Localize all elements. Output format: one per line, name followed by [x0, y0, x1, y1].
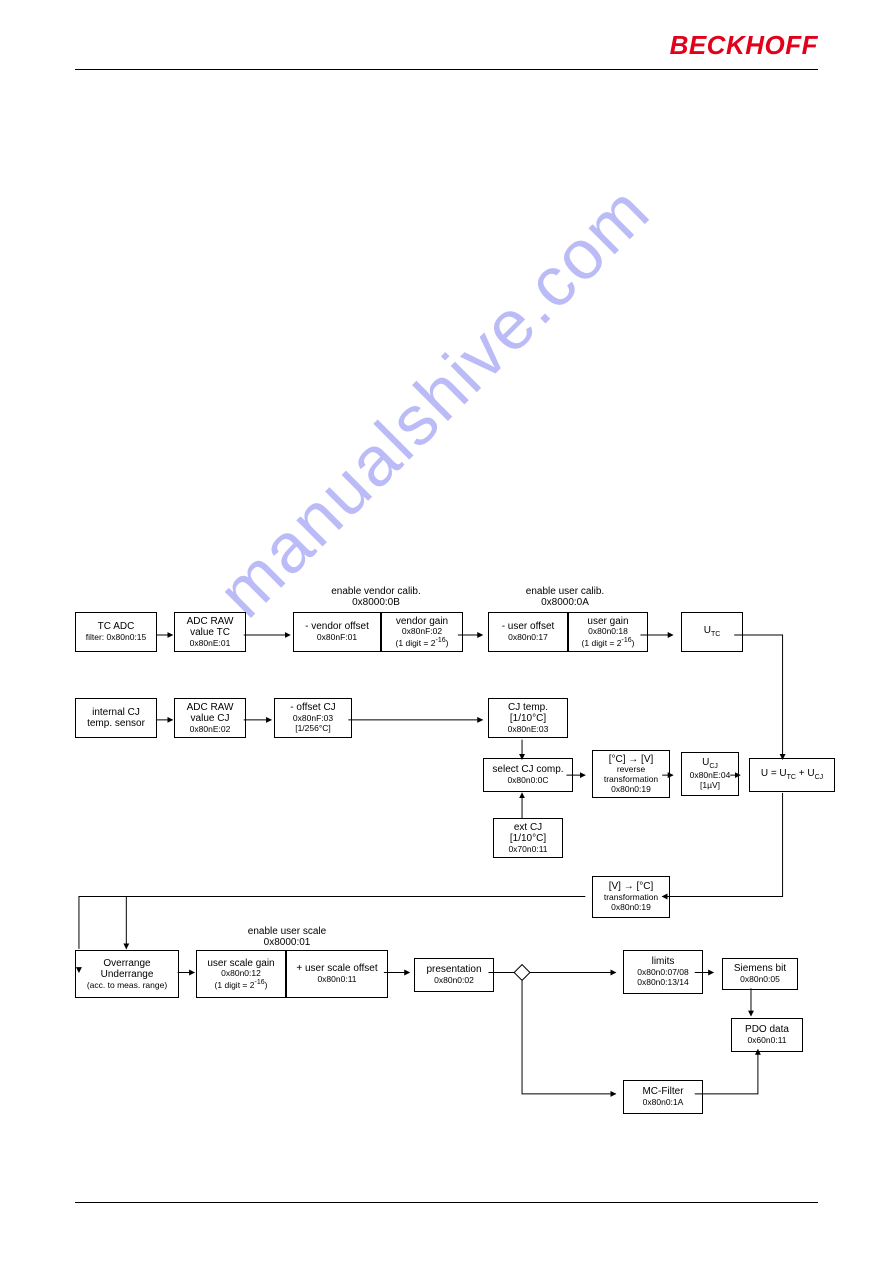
label-user-calib: enable user calib. 0x8000:0A — [490, 586, 640, 608]
box-u-sum: U = UTC + UCJ — [749, 758, 835, 792]
box-over-under: Overrange Underrange (acc. to meas. rang… — [75, 950, 179, 998]
box-u-tc: UTC — [681, 612, 743, 652]
watermark: manualshive.com — [202, 187, 647, 632]
box-tc-adc: TC ADC filter: 0x80n0:15 — [75, 612, 157, 652]
box-limits: limits 0x80n0:07/08 0x80n0:13/14 — [623, 950, 703, 994]
box-vendor-gain: vendor gain 0x80nF:02 (1 digit = 2-16) — [381, 612, 463, 652]
box-pdo-data: PDO data 0x60n0:11 — [731, 1018, 803, 1052]
box-offset-cj: - offset CJ 0x80nF:03 [1/256°C] — [274, 698, 352, 738]
footer-rule — [75, 1202, 818, 1203]
box-select-cj: select CJ comp. 0x80n0:0C — [483, 758, 573, 792]
box-presentation: presentation 0x80n0:02 — [414, 958, 494, 992]
label-vendor-calib: enable vendor calib. 0x8000:0B — [296, 586, 456, 608]
box-c-to-v: [°C] → [V] reverse transformation 0x80n0… — [592, 750, 670, 798]
flowchart-arrows — [75, 580, 825, 1140]
box-int-cj: internal CJ temp. sensor — [75, 698, 157, 738]
box-mc-filter: MC-Filter 0x80n0:1A — [623, 1080, 703, 1114]
box-ext-cj: ext CJ [1/10°C] 0x70n0:11 — [493, 818, 563, 858]
box-cj-temp: CJ temp. [1/10°C] 0x80nE:03 — [488, 698, 568, 738]
box-siemens: Siemens bit 0x80n0:05 — [722, 958, 798, 990]
flowchart: enable vendor calib. 0x8000:0B enable us… — [75, 580, 825, 1140]
beckhoff-logo: BECKHOFF — [670, 30, 818, 61]
label-user-scale: enable user scale 0x8000:01 — [197, 926, 377, 948]
box-scale-offset: + user scale offset 0x80n0:11 — [286, 950, 388, 998]
box-adc-raw-cj: ADC RAW value CJ 0x80nE:02 — [174, 698, 246, 738]
page-header: BECKHOFF — [75, 30, 818, 70]
box-user-gain: user gain 0x80n0:18 (1 digit = 2-16) — [568, 612, 648, 652]
box-user-offset: - user offset 0x80n0:17 — [488, 612, 568, 652]
box-scale-gain: user scale gain 0x80n0:12 (1 digit = 2-1… — [196, 950, 286, 998]
box-u-cj: UCJ 0x80nE:04 [1µV] — [681, 752, 739, 796]
box-adc-raw-tc: ADC RAW value TC 0x80nE:01 — [174, 612, 246, 652]
box-v-to-c: [V] → [°C] transformation 0x80n0:19 — [592, 876, 670, 918]
box-vendor-offset: - vendor offset 0x80nF:01 — [293, 612, 381, 652]
